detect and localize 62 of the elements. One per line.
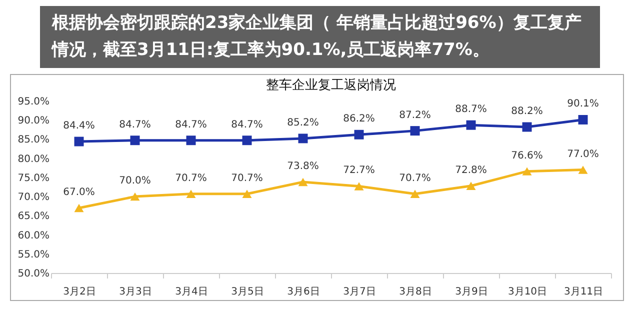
point xyxy=(74,204,84,212)
data-label: 70.7% xyxy=(399,172,431,184)
chart-title: 整车企业复工返岗情况 xyxy=(266,78,396,93)
data-label: 67.0% xyxy=(63,187,95,198)
y-tick-label: 75.0% xyxy=(18,172,50,184)
y-tick-label: 60.0% xyxy=(18,230,50,242)
data-label: 70.7% xyxy=(231,172,263,184)
x-tick-label: 3月5日 xyxy=(231,286,264,298)
x-tick-label: 3月8日 xyxy=(399,286,432,298)
x-tick-label: 3月9日 xyxy=(455,286,488,298)
point xyxy=(130,136,140,146)
data-label: 70.7% xyxy=(175,172,207,184)
data-label: 84.4% xyxy=(63,120,95,132)
point xyxy=(466,182,476,190)
data-label: 88.7% xyxy=(455,104,487,116)
y-tick-label: 90.0% xyxy=(18,116,50,127)
y-tick-label: 55.0% xyxy=(18,249,50,260)
x-tick-label: 3月10日 xyxy=(508,286,548,298)
data-label: 72.7% xyxy=(343,165,375,176)
x-tick-label: 3月3日 xyxy=(119,286,152,298)
data-label: 84.7% xyxy=(231,119,263,130)
point xyxy=(522,167,532,176)
point xyxy=(522,122,532,132)
data-label: 88.2% xyxy=(511,106,543,117)
data-label: 72.8% xyxy=(455,164,487,176)
point xyxy=(410,190,420,198)
x-tick-label: 3月2日 xyxy=(63,286,96,298)
point xyxy=(186,190,196,198)
y-tick-label: 70.0% xyxy=(18,192,50,204)
point xyxy=(578,114,588,124)
data-label: 76.6% xyxy=(511,150,543,162)
y-tick-label: 50.0% xyxy=(18,268,50,280)
data-label: 90.1% xyxy=(567,98,599,110)
point xyxy=(354,182,364,190)
point xyxy=(298,178,308,186)
data-label: 84.7% xyxy=(119,119,151,130)
data-label: 85.2% xyxy=(287,117,319,128)
point xyxy=(578,166,588,174)
point xyxy=(242,190,252,198)
data-label: 70.0% xyxy=(119,176,151,187)
point xyxy=(130,192,140,201)
point xyxy=(298,134,308,144)
data-label: 84.7% xyxy=(175,119,207,130)
point xyxy=(242,136,252,146)
data-label: 77.0% xyxy=(567,148,599,160)
data-label: 73.8% xyxy=(287,161,319,172)
point xyxy=(74,136,84,146)
data-label: 87.2% xyxy=(399,110,431,121)
point xyxy=(466,120,476,130)
x-tick-label: 3月7日 xyxy=(343,286,376,298)
y-tick-label: 65.0% xyxy=(18,211,50,222)
y-tick-label: 95.0% xyxy=(18,96,50,108)
point xyxy=(410,126,420,136)
text: 根据协会密切跟踪的23家企业集团（ 年销量占比超过96%）复工复产情况，截至3月11日:复工率为90.1%,员工返岗率77%。 xyxy=(52,12,582,62)
x-tick-label: 3月6日 xyxy=(287,286,320,298)
x-tick-label: 3月4日 xyxy=(175,286,208,298)
point xyxy=(354,130,364,140)
y-tick-label: 85.0% xyxy=(18,134,50,146)
x-tick-label: 3月11日 xyxy=(564,286,604,298)
point xyxy=(186,136,196,146)
data-label: 86.2% xyxy=(343,114,375,125)
y-tick-label: 80.0% xyxy=(18,154,50,165)
